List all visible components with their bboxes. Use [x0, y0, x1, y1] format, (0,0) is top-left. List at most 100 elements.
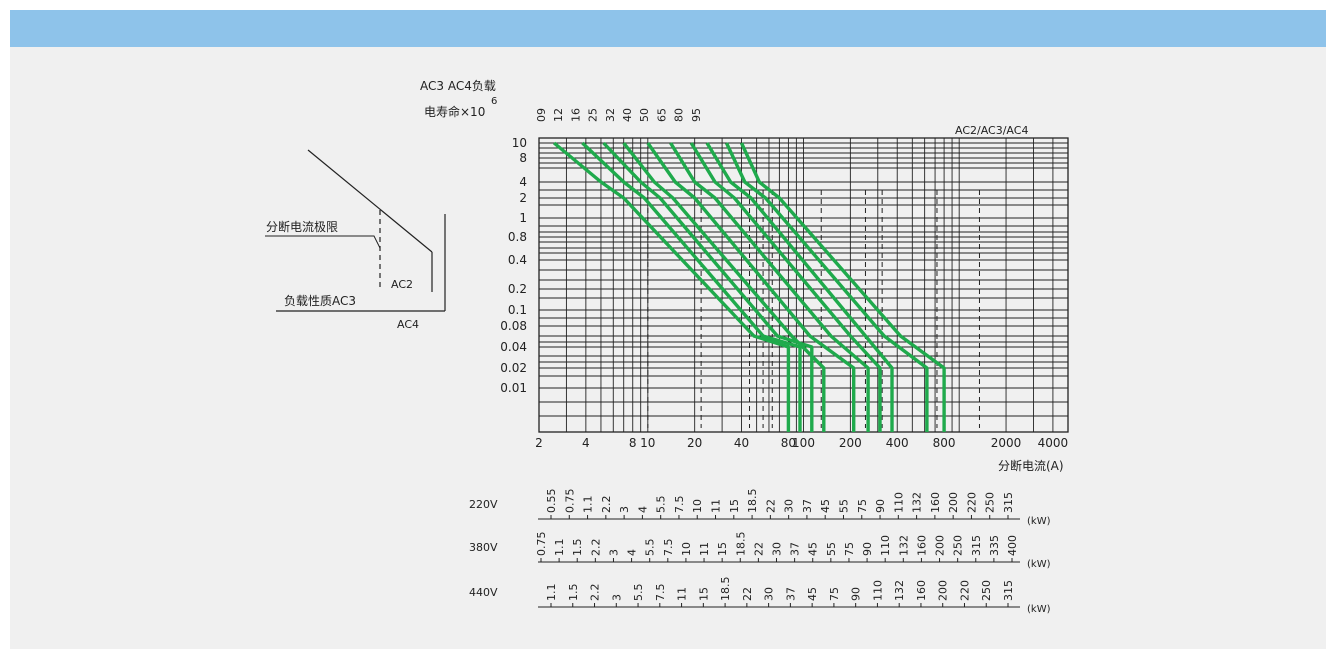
scale-value-label: 37	[784, 587, 797, 601]
chart-series	[553, 141, 946, 432]
voltage-label: 440V	[469, 586, 498, 599]
legend-ac4-label: AC4	[397, 318, 419, 331]
scale-value-label: 315	[1002, 580, 1015, 601]
rating-label: 32	[604, 108, 617, 122]
scale-value-label: 10	[691, 499, 704, 513]
scale-value-label: 15	[697, 587, 710, 601]
scale-value-label: 75	[856, 499, 869, 513]
scale-value-label: 37	[801, 499, 814, 513]
scale-value-label: 5.5	[632, 584, 645, 602]
scale-value-label: 400	[1006, 535, 1019, 556]
scale-value-label: 315	[1002, 492, 1015, 513]
scale-value-label: 250	[980, 580, 993, 601]
rating-label: 80	[673, 108, 686, 122]
scale-value-label: 90	[874, 499, 887, 513]
scale-value-label: 30	[783, 499, 796, 513]
legend-ac2-label: AC2	[391, 278, 413, 291]
scale-value-label: 4	[626, 549, 639, 556]
x-tick-label: 100	[792, 436, 815, 450]
y-tick-label: 4	[519, 175, 527, 189]
scale-value-label: 160	[915, 580, 928, 601]
scale-value-label: 22	[764, 499, 777, 513]
x-tick-label: 200	[839, 436, 862, 450]
rating-label: 09	[535, 108, 548, 122]
scale-value-label: 11	[698, 542, 711, 556]
y-tick-label: 0.8	[508, 230, 527, 244]
scale-value-label: 250	[952, 535, 965, 556]
y-tick-label: 2	[519, 191, 527, 205]
series-line-09	[553, 141, 791, 432]
scale-value-label: 1.1	[545, 584, 558, 602]
scale-value-label: 30	[763, 587, 776, 601]
scale-value-label: 90	[861, 542, 874, 556]
legend-load-nature-label: 负载性质AC3	[284, 294, 356, 308]
scale-value-label: 132	[893, 580, 906, 601]
y-title-exponent: 6	[491, 96, 497, 107]
scale-value-label: 2.2	[600, 496, 613, 514]
scale-value-label: 160	[915, 535, 928, 556]
scale-value-label: 1.5	[567, 584, 580, 602]
legend-break-limit-label: 分断电流极限	[266, 219, 338, 234]
rating-label: 12	[552, 108, 565, 122]
scale-value-label: 18.5	[746, 489, 759, 514]
y-tick-label: 10	[512, 136, 527, 150]
scale-value-label: 7.5	[673, 496, 686, 514]
scale-value-label: 3	[618, 506, 631, 513]
voltage-label: 220V	[469, 498, 498, 511]
series-line-32	[646, 142, 856, 432]
rating-label: 16	[569, 108, 582, 122]
x-tick-label: 4	[582, 436, 590, 450]
scale-value-label: 0.75	[535, 532, 548, 557]
top-header-bar	[10, 10, 1326, 47]
scale-value-label: 220	[965, 492, 978, 513]
y-tick-label: 0.1	[508, 303, 527, 317]
series-line-65	[705, 142, 894, 432]
scale-value-label: 55	[837, 499, 850, 513]
scale-value-label: 22	[741, 587, 754, 601]
series-line-80	[724, 142, 929, 432]
scale-value-label: 4	[636, 506, 649, 513]
y-tick-label: 0.02	[500, 361, 527, 375]
scale-value-label: 132	[911, 492, 924, 513]
series-line-25	[622, 141, 826, 432]
voltage-label: 380V	[469, 541, 498, 554]
scale-value-label: 250	[984, 492, 997, 513]
scale-value-label: 22	[752, 542, 765, 556]
x-tick-label: 2000	[991, 436, 1022, 450]
scale-value-label: 37	[789, 542, 802, 556]
background-panel	[10, 10, 1326, 649]
scale-value-label: 0.55	[545, 489, 558, 514]
y-tick-label: 0.4	[508, 253, 527, 267]
scale-value-label: 200	[947, 492, 960, 513]
scale-value-label: 1.5	[571, 539, 584, 557]
unit-label: (kW)	[1027, 604, 1051, 615]
scale-value-label: 2.2	[589, 539, 602, 557]
rating-label: 65	[655, 108, 668, 122]
x-tick-label: 20	[687, 436, 702, 450]
y-tick-label: 1	[519, 211, 527, 225]
y-tick-label: 0.08	[500, 319, 527, 333]
scale-value-label: 200	[934, 535, 947, 556]
scale-value-label: 11	[676, 587, 689, 601]
x-tick-label: 4000	[1038, 436, 1069, 450]
chart-title: AC2/AC3/AC4	[955, 124, 1028, 137]
rating-label: 40	[621, 108, 634, 122]
series-line-16	[602, 141, 814, 432]
rating-label: 95	[690, 108, 703, 122]
scale-value-label: 132	[897, 535, 910, 556]
y-tick-label: 0.01	[500, 381, 527, 395]
scale-value-label: 110	[871, 580, 884, 601]
scale-value-label: 3	[607, 549, 620, 556]
scale-value-label: 75	[843, 542, 856, 556]
x-tick-label: 400	[886, 436, 909, 450]
unit-label: (kW)	[1027, 559, 1051, 570]
y-title-line2: 电寿命×10	[424, 104, 485, 119]
scale-value-label: 1.1	[553, 539, 566, 557]
unit-label: (kW)	[1027, 516, 1051, 527]
scale-value-label: 30	[771, 542, 784, 556]
power-scales: 220V(kW)0.55 0.75 1.1 2.2 3 4 5.5 7.5 10 11 15 18.5…	[469, 489, 1051, 616]
scale-value-label: 3	[610, 594, 623, 601]
x-tick-label: 8	[629, 436, 637, 450]
